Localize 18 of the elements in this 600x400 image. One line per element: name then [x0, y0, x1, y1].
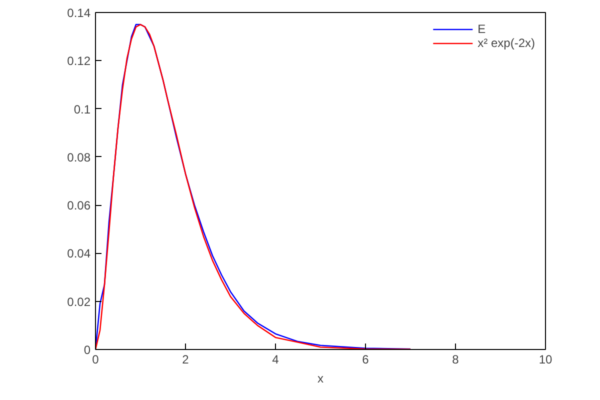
- legend-label: E: [478, 22, 487, 36]
- x-tick-label: 10: [538, 352, 552, 366]
- y-tick-label: 0.04: [67, 246, 91, 261]
- y-tick-label: 0.08: [67, 150, 91, 164]
- y-tick-label: 0.02: [67, 294, 91, 309]
- x-tick-label: 8: [452, 352, 460, 366]
- y-tick-label: 0.06: [67, 198, 91, 213]
- x-tick-label: 6: [362, 352, 370, 366]
- y-tick-label: 0.1: [74, 102, 91, 116]
- line-series: [96, 24, 412, 350]
- x-tick-label: 4: [272, 352, 280, 366]
- y-tick-label: 0: [84, 343, 91, 357]
- x-tick-label: 0: [92, 352, 100, 366]
- y-tick-label: 0.12: [67, 54, 91, 68]
- legend-label: x² exp(-2x): [478, 36, 535, 50]
- x-tick-label: 2: [182, 352, 190, 366]
- x-axis-title: x: [318, 372, 324, 386]
- y-tick-label: 0.14: [67, 6, 91, 20]
